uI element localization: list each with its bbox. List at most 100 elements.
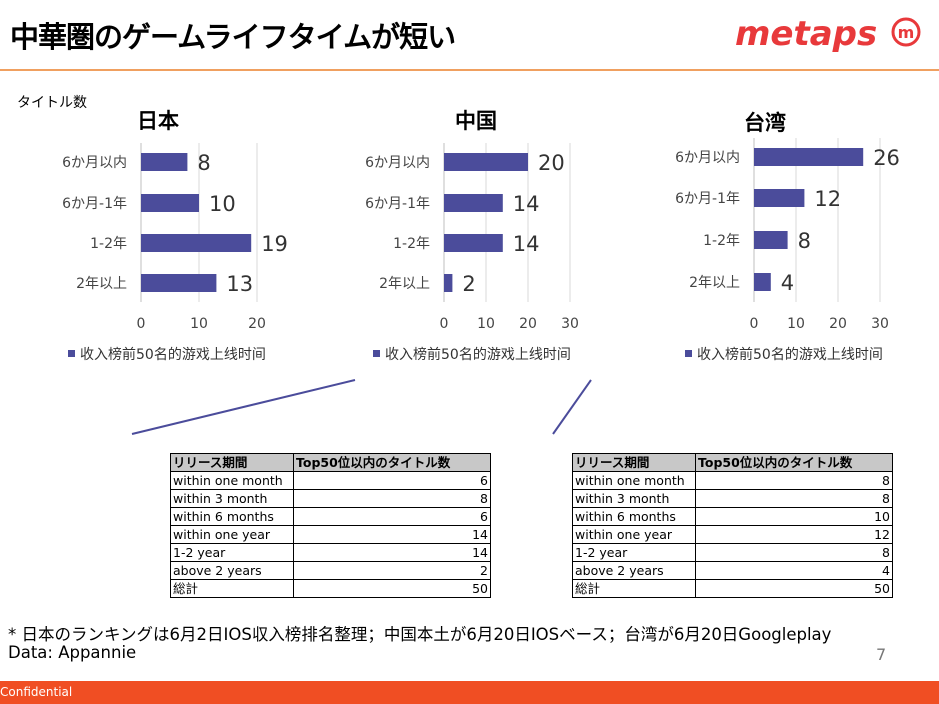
table-cell: 6 <box>293 507 491 526</box>
category-label: 1-2年 <box>393 236 430 252</box>
data-label: 20 <box>538 151 565 175</box>
x-tick-label: 0 <box>137 316 146 332</box>
bar <box>141 194 199 212</box>
table-row: within one month 8 <box>572 471 893 490</box>
table-row: above 2 years 4 <box>572 561 893 580</box>
table-header-row: リリース期間 Top50位以内のタイトル数 <box>170 453 491 472</box>
metaps-logo: metaps m <box>735 14 921 54</box>
legend-label: 收入榜前50名的游戏上线时间 <box>697 347 883 363</box>
table-cell: 14 <box>293 543 491 562</box>
table-cell: 2 <box>293 561 491 580</box>
bar <box>754 231 788 249</box>
data-label: 14 <box>513 232 540 256</box>
table-japan: リリース期間 Top50位以内のタイトル数 within one month 6 … <box>170 453 491 598</box>
bar <box>444 153 528 171</box>
table-row: within one year 14 <box>170 525 491 544</box>
data-label: 13 <box>226 272 253 296</box>
table-header-cell: Top50位以内のタイトル数 <box>293 453 491 472</box>
category-label: 1-2年 <box>703 233 740 249</box>
category-label: 2年以上 <box>76 276 127 292</box>
table-cell: within one month <box>170 471 294 490</box>
chart-japan: 0 10 20 6か月以内 8 6か月-1年 10 1-2年 19 2年以上 13 <box>62 143 288 332</box>
table-cell: within 6 months <box>170 507 294 526</box>
table-cell: 総計 <box>572 579 696 598</box>
logo-mark-circle <box>891 17 921 47</box>
category-label: 6か月以内 <box>365 155 430 171</box>
x-tick-label: 0 <box>440 316 449 332</box>
table-row: within 3 month 8 <box>572 489 893 508</box>
x-tick-label: 10 <box>477 316 495 332</box>
x-tick-label: 30 <box>561 316 579 332</box>
category-label: 2年以上 <box>689 275 740 291</box>
data-label: 4 <box>781 271 794 295</box>
table-cell: within 6 months <box>572 507 696 526</box>
table-cell: 50 <box>293 579 491 598</box>
table-row: 総計 50 <box>572 579 893 598</box>
table-cell: within one year <box>170 525 294 544</box>
bar <box>444 234 503 252</box>
legend-swatch <box>685 350 692 357</box>
table-cell: 8 <box>293 489 491 508</box>
table-cell: above 2 years <box>572 561 696 580</box>
x-tick-label: 30 <box>871 316 889 332</box>
table-cell: 14 <box>293 525 491 544</box>
x-tick-label: 10 <box>190 316 208 332</box>
x-tick-label: 10 <box>787 316 805 332</box>
data-label: 10 <box>209 192 236 216</box>
logo-wordmark: metaps <box>735 14 877 54</box>
table-header-cell: Top50位以内のタイトル数 <box>695 453 893 472</box>
table-cell: 1-2 year <box>170 543 294 562</box>
bar <box>754 189 805 207</box>
data-label: 14 <box>513 192 540 216</box>
bar <box>754 273 771 291</box>
bar <box>444 274 453 292</box>
chart-title-taiwan: 台湾 <box>744 111 786 135</box>
table-row: within 6 months 10 <box>572 507 893 526</box>
category-label: 6か月以内 <box>62 155 127 171</box>
logo-mark-letter: m <box>898 23 915 42</box>
category-label: 1-2年 <box>90 236 127 252</box>
legend-china: 收入榜前50名的游戏上线时间 <box>373 345 583 365</box>
table-row: 1-2 year 14 <box>170 543 491 562</box>
x-tick-label: 20 <box>248 316 266 332</box>
legend-swatch <box>373 350 380 357</box>
footer-confidential: Confidential <box>0 685 73 699</box>
legend-label: 收入榜前50名的游戏上线时间 <box>80 347 266 363</box>
table-cell: 50 <box>695 579 893 598</box>
data-label: 19 <box>261 232 288 256</box>
table-row: within one year 12 <box>572 525 893 544</box>
table-cell: within 3 month <box>572 489 696 508</box>
table-cell: 6 <box>293 471 491 490</box>
table-cell: 10 <box>695 507 893 526</box>
legend-taiwan: 收入榜前50名的游戏上线时间 <box>685 345 895 365</box>
x-tick-label: 20 <box>829 316 847 332</box>
bar <box>444 194 503 212</box>
table-cell: 総計 <box>170 579 294 598</box>
category-label: 6か月-1年 <box>675 191 740 207</box>
chart-taiwan: 0 10 20 30 6か月以内 26 6か月-1年 12 1-2年 8 2年以上 4 <box>675 138 900 332</box>
chart-title-japan: 日本 <box>137 109 179 133</box>
legend-japan: 收入榜前50名的游戏上线时间 <box>68 345 278 365</box>
x-tick-label: 20 <box>519 316 537 332</box>
x-tick-label: 0 <box>750 316 759 332</box>
table-row: within 3 month 8 <box>170 489 491 508</box>
table-china: リリース期間 Top50位以内のタイトル数 within one month 8 … <box>572 453 893 598</box>
table-row: within one month 6 <box>170 471 491 490</box>
table-cell: within 3 month <box>170 489 294 508</box>
y-axis-note: タイトル数 <box>17 95 87 111</box>
table-cell: 8 <box>695 489 893 508</box>
footnote: * 日本のランキングは6月2日IOS収入榜排名整理；中国本土が6月20日IOSベ… <box>8 625 832 644</box>
bar <box>141 274 217 292</box>
legend-label: 收入榜前50名的游戏上线时间 <box>385 347 571 363</box>
bar <box>754 148 864 166</box>
connector-line-japan <box>131 379 356 435</box>
page-number: 7 <box>876 645 887 664</box>
table-row: 総計 50 <box>170 579 491 598</box>
chart-title-china: 中国 <box>455 109 497 133</box>
table-cell: 1-2 year <box>572 543 696 562</box>
table-cell: 8 <box>695 543 893 562</box>
table-row: 1-2 year 8 <box>572 543 893 562</box>
category-label: 6か月-1年 <box>365 196 430 212</box>
data-label: 8 <box>798 229 811 253</box>
